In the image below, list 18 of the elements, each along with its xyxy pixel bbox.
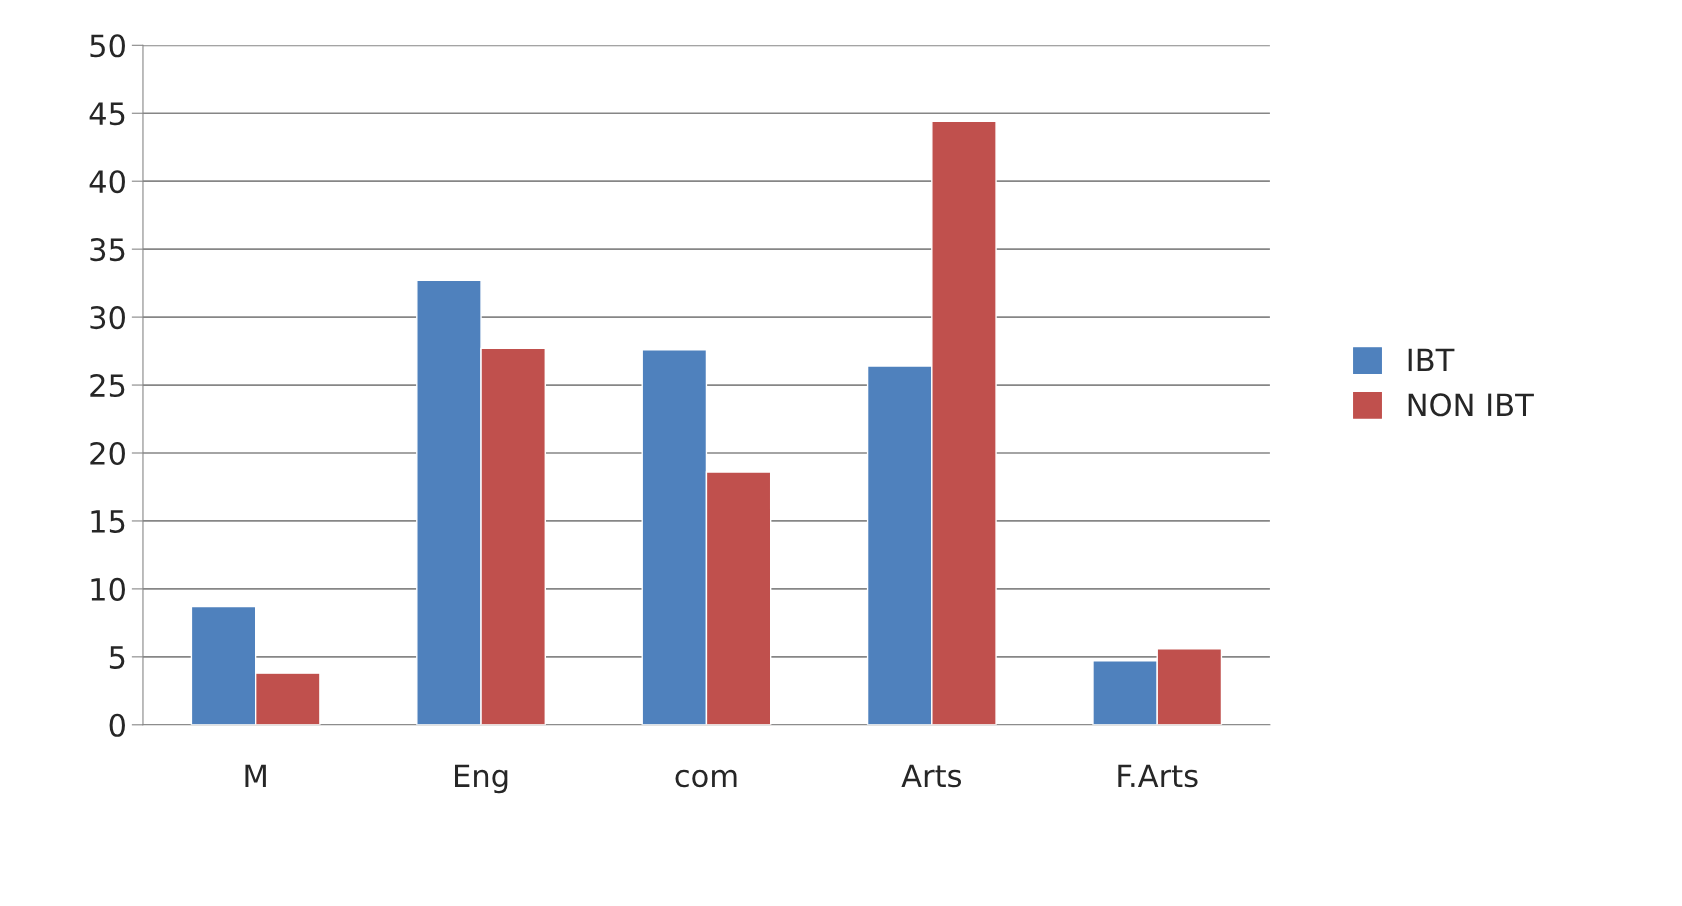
legend-label: NON IBT xyxy=(1408,393,1534,417)
x-tick-label: M xyxy=(245,764,266,787)
x-tick-label: Eng xyxy=(455,764,508,794)
y-tick-label: 5 xyxy=(109,646,125,669)
y-tick-label: 0 xyxy=(109,713,125,737)
x-tick-label: com xyxy=(675,769,737,788)
y-tick-label: 35 xyxy=(90,238,125,262)
y-tick-label: 20 xyxy=(90,441,125,466)
x-tick-label: Arts xyxy=(901,764,962,788)
y-tick-label: 25 xyxy=(90,373,125,398)
y-tick-label: 10 xyxy=(91,577,125,601)
y-tick-label: 50 xyxy=(90,34,125,58)
x-tick-label: F.Arts xyxy=(1118,764,1198,788)
y-tick-label: 40 xyxy=(89,170,125,194)
y-tick-label: 15 xyxy=(91,510,125,533)
legend-label: IBT xyxy=(1408,348,1455,372)
y-tick-label: 30 xyxy=(90,306,125,330)
y-tick-label: 45 xyxy=(89,102,125,126)
